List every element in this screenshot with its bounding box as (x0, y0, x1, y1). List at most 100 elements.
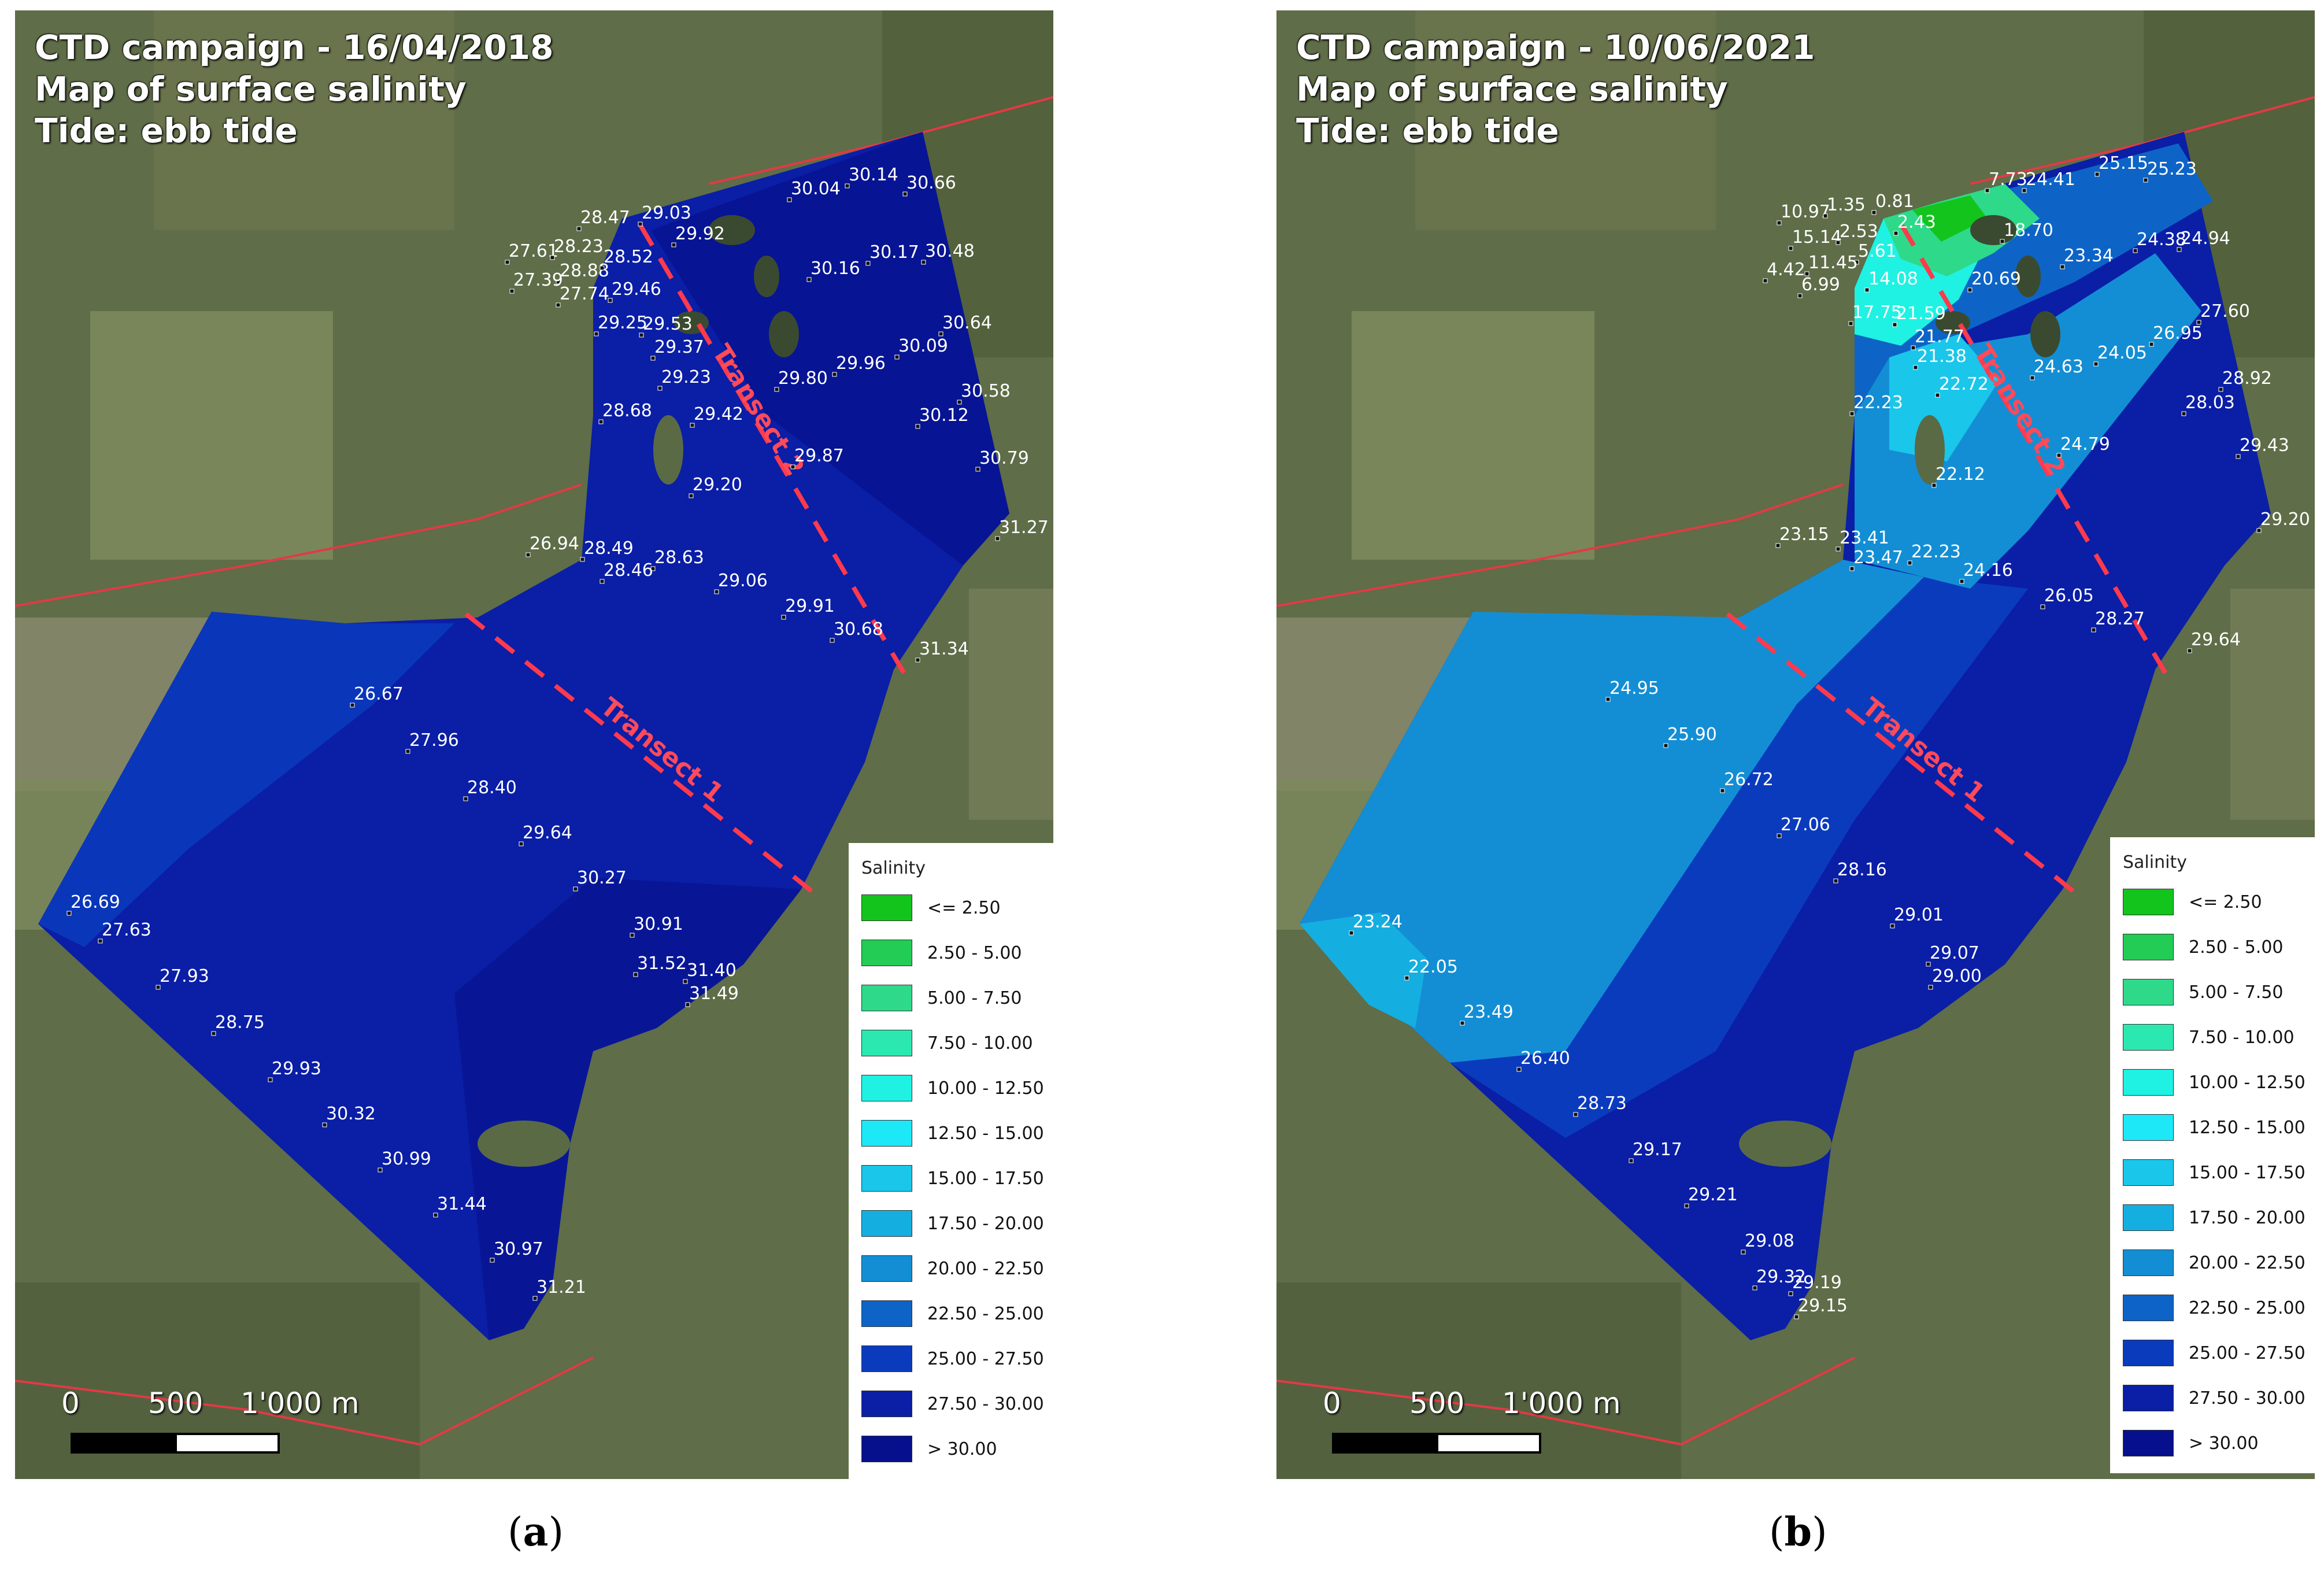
legend-label: > 30.00 (927, 1439, 997, 1459)
sample-point-marker (2181, 411, 2186, 416)
sample-point-label: 29.06 (718, 571, 768, 591)
sample-point-marker (790, 464, 795, 469)
sample-point-marker (1741, 1249, 1746, 1255)
sample-point-label: 21.77 (1915, 327, 1964, 347)
sample-point-label: 30.99 (382, 1149, 431, 1169)
sample-point-marker (576, 226, 582, 231)
sample-point-marker (915, 657, 920, 663)
scale-bar-white (1436, 1433, 1541, 1454)
sample-point-marker (830, 638, 835, 643)
legend-swatch (2123, 1114, 2174, 1141)
sample-point-marker (938, 331, 943, 337)
legend-swatch (861, 1255, 912, 1282)
sample-point-label: 29.23 (661, 367, 711, 387)
sample-point-label: 4.42 (1767, 260, 1805, 280)
sample-point-marker (1573, 1112, 1578, 1117)
sample-point-marker (915, 424, 920, 429)
sample-point-marker (1752, 1285, 1757, 1291)
sample-point-label: 21.38 (1917, 346, 1967, 367)
legend-label: 5.00 - 7.50 (927, 988, 1022, 1008)
sample-point-marker (633, 972, 638, 977)
legend-swatch (861, 1345, 912, 1372)
legend-label: 17.50 - 20.00 (927, 1213, 1044, 1234)
sample-point-marker (1794, 1314, 1799, 1319)
legend-label: 17.50 - 20.00 (2189, 1207, 2306, 1228)
sample-point-label: 26.67 (354, 684, 404, 704)
sample-point-marker (550, 255, 555, 260)
scale-bar-white (175, 1433, 280, 1454)
sample-point-marker (573, 886, 578, 892)
legend-item: 25.00 - 27.50 (861, 1344, 1044, 1374)
sample-point-label: 28.46 (604, 560, 653, 581)
legend-item: 20.00 - 22.50 (2123, 1248, 2306, 1278)
sample-point-marker (322, 1122, 327, 1127)
sample-point-marker (975, 467, 980, 472)
sample-point-marker (598, 419, 604, 424)
legend-label: 20.00 - 22.50 (927, 1258, 1044, 1279)
legend-item: 10.00 - 12.50 (2123, 1067, 2306, 1097)
sample-point-label: 22.12 (1936, 464, 1985, 485)
sample-point-label: 28.23 (554, 236, 604, 257)
map-title-b: CTD campaign - 10/06/2021 Map of surface… (1296, 27, 1815, 151)
sample-point-label: 29.37 (654, 337, 704, 357)
sample-point-marker (1777, 220, 1782, 225)
sample-point-marker (1605, 697, 1611, 702)
legend-label: 25.00 - 27.50 (927, 1348, 1044, 1369)
sample-point-marker (2060, 264, 2065, 269)
sample-point-marker (1890, 923, 1895, 929)
sample-point-label: 29.91 (785, 596, 835, 616)
sample-point-marker (1663, 743, 1668, 748)
sample-point-label: 29.01 (1894, 905, 1944, 925)
sample-point-marker (556, 279, 561, 284)
legend-item: 17.50 - 20.00 (2123, 1203, 2306, 1233)
sample-point-label: 29.15 (1798, 1296, 1848, 1316)
sample-point-label: 23.15 (1779, 524, 1829, 545)
sample-point-marker (556, 302, 561, 308)
legend-item: > 30.00 (861, 1434, 997, 1464)
sample-point-label: 22.23 (1911, 542, 1961, 562)
legend-item: 5.00 - 7.50 (861, 983, 1022, 1013)
sample-point-label: 31.52 (637, 953, 687, 974)
sample-point-marker (2093, 361, 2099, 367)
sample-point-marker (1349, 930, 1354, 936)
sample-point-label: 26.94 (530, 534, 579, 554)
legend-item: 5.00 - 7.50 (2123, 977, 2284, 1007)
scale-label-500: 500 (148, 1387, 203, 1420)
sample-point-label: 29.08 (1745, 1231, 1794, 1251)
sample-point-marker (1629, 1158, 1634, 1163)
sample-point-marker (2091, 627, 2096, 633)
sample-point-marker (1893, 231, 1899, 236)
legend-item: 12.50 - 15.00 (861, 1118, 1044, 1148)
title-line-campaign: CTD campaign - 16/04/2018 (35, 28, 554, 67)
sample-point-marker (519, 841, 524, 846)
sample-point-marker (845, 183, 850, 188)
sample-point-label: 30.97 (494, 1239, 543, 1259)
sample-point-marker (463, 796, 468, 801)
legend-item: 25.00 - 27.50 (2123, 1338, 2306, 1368)
sample-point-marker (378, 1167, 383, 1173)
sample-point-marker (580, 557, 585, 562)
sample-point-label: 30.12 (919, 405, 969, 426)
sample-point-marker (657, 386, 663, 391)
sample-point-marker (211, 1031, 216, 1036)
sample-point-label: 29.42 (694, 404, 743, 424)
sample-point-marker (599, 265, 605, 271)
sample-point-label: 26.72 (1724, 770, 1774, 790)
sample-point-label: 25.90 (1667, 724, 1717, 745)
title-line-tide: Tide: ebb tide (1296, 111, 1559, 150)
sample-point-marker (2133, 248, 2138, 253)
sample-point-label: 28.75 (215, 1012, 265, 1033)
scale-label-500: 500 (1409, 1387, 1465, 1420)
sample-point-label: 30.16 (811, 258, 860, 279)
legend-item: 15.00 - 17.50 (861, 1163, 1044, 1193)
sample-point-label: 23.47 (1853, 548, 1903, 568)
sample-point-marker (98, 938, 103, 944)
legend-item: 22.50 - 25.00 (2123, 1293, 2306, 1323)
legend-label: > 30.00 (2189, 1433, 2259, 1454)
legend-item: 12.50 - 15.00 (2123, 1112, 2306, 1143)
sample-point-label: 23.41 (1840, 528, 1889, 548)
sample-point-marker (774, 387, 779, 392)
sample-point-marker (1848, 321, 1853, 326)
legend-swatch (2123, 1159, 2174, 1186)
